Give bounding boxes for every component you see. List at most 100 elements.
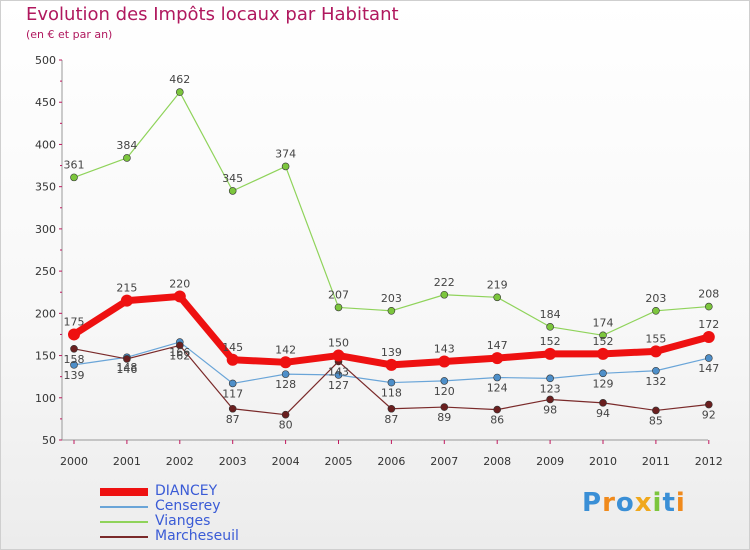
point-censerey (546, 374, 554, 383)
y-tick-label: 250 (35, 265, 56, 278)
point-vianges (652, 306, 660, 315)
data-label-vianges: 384 (116, 139, 137, 152)
data-label-diancey: 175 (64, 315, 85, 328)
point-diancey (226, 353, 239, 366)
data-label-marcheseuil: 158 (64, 353, 85, 366)
point-marcheseuil (546, 395, 554, 404)
logo-letter: i (652, 488, 663, 518)
data-label-diancey: 215 (116, 282, 137, 295)
y-tick-label: 200 (35, 307, 56, 320)
data-label-censerey: 117 (222, 387, 243, 400)
point-censerey (599, 369, 607, 378)
data-label-diancey: 172 (698, 318, 719, 331)
chart-title: Evolution des Impôts locaux par Habitant (26, 4, 399, 25)
logo-letter: r (602, 488, 616, 518)
data-label-marcheseuil: 87 (384, 413, 398, 426)
point-marcheseuil (440, 403, 449, 411)
data-label-diancey: 139 (381, 346, 402, 359)
point-marcheseuil (70, 344, 78, 353)
point-diancey (649, 345, 662, 358)
data-label-vianges: 222 (434, 276, 455, 289)
data-label-censerey: 139 (64, 369, 85, 382)
data-label-vianges: 208 (698, 288, 719, 301)
point-censerey (334, 371, 343, 379)
legend-item-marcheseuil: Marcheseuil (100, 528, 300, 544)
axes: 50 100 150 200 250 300 350 400 450 500 2000 2001 200… (35, 54, 723, 468)
data-label-censerey: 124 (487, 382, 508, 395)
series-group (68, 88, 715, 419)
data-label-diancey: 220 (169, 277, 190, 290)
data-label-diancey: 147 (487, 339, 508, 352)
data-label-diancey: 142 (275, 343, 296, 356)
x-tick-label: 2009 (536, 455, 564, 468)
point-vianges (70, 173, 78, 182)
point-censerey (281, 370, 290, 378)
logo-letter: x (634, 488, 653, 518)
legend-label: DIANCEY (155, 483, 218, 499)
legend-label: Censerey (155, 498, 221, 514)
x-tick-label: 2001 (113, 455, 141, 468)
data-label-marcheseuil: 87 (226, 413, 240, 426)
proxiti-logo: Proxiti (582, 488, 686, 518)
data-label-marcheseuil: 89 (437, 411, 451, 424)
data-label-vianges: 361 (64, 158, 85, 171)
x-tick-label: 2011 (642, 455, 670, 468)
legend-label: Vianges (155, 513, 211, 529)
point-vianges (599, 331, 607, 340)
point-marcheseuil (652, 406, 660, 415)
x-tick-label: 2012 (695, 455, 723, 468)
point-censerey (387, 378, 396, 387)
data-label-vianges: 184 (540, 308, 561, 321)
data-label-marcheseuil: 86 (490, 414, 504, 427)
point-censerey (704, 354, 713, 362)
point-diancey (332, 349, 345, 362)
y-tick-label: 50 (42, 434, 56, 447)
data-label-vianges: 174 (593, 316, 614, 329)
point-censerey (652, 366, 660, 375)
y-tick-label: 100 (35, 392, 56, 405)
legend-swatch (100, 536, 148, 538)
y-tick-label: 500 (35, 54, 56, 67)
point-vianges (704, 302, 713, 311)
x-tick-label: 2010 (589, 455, 617, 468)
point-vianges (176, 88, 184, 96)
point-marcheseuil (176, 341, 184, 350)
point-diancey (597, 347, 609, 360)
point-vianges (123, 154, 131, 162)
data-label-marcheseuil: 92 (702, 409, 716, 422)
data-label-marcheseuil: 85 (649, 414, 663, 427)
data-labels: 361 384 462 345 374 207 203 222 219 184 174 203 208 1… (64, 73, 720, 432)
point-diancey (385, 358, 398, 371)
data-label-vianges: 207 (328, 288, 349, 301)
point-diancey (438, 355, 451, 368)
y-tick-label: 300 (35, 223, 56, 236)
legend-label: Marcheseuil (155, 528, 239, 544)
legend-item-diancey: DIANCEY (100, 483, 300, 499)
x-tick-label: 2003 (219, 455, 247, 468)
data-label-diancey: 155 (645, 332, 666, 345)
data-label-marcheseuil: 80 (279, 419, 293, 432)
data-label-censerey: 148 (116, 361, 137, 374)
data-label-censerey: 129 (593, 377, 614, 390)
point-vianges (493, 293, 502, 302)
point-marcheseuil (123, 355, 131, 363)
point-diancey (702, 330, 715, 343)
point-vianges (387, 306, 396, 315)
data-label-marcheseuil: 94 (596, 407, 610, 420)
data-label-vianges: 219 (487, 278, 508, 291)
point-vianges (546, 323, 554, 331)
data-label-censerey: 128 (275, 378, 296, 391)
point-vianges (228, 187, 237, 195)
point-marcheseuil (281, 410, 290, 419)
x-tick-label: 2002 (166, 455, 194, 468)
data-label-censerey: 166 (169, 346, 190, 359)
data-label-diancey: 145 (222, 341, 243, 354)
data-label-marcheseuil: 162 (169, 349, 190, 362)
point-censerey (228, 379, 237, 388)
data-label-vianges: 462 (169, 73, 190, 86)
data-label-marcheseuil: 146 (116, 363, 137, 376)
y-tick-label: 450 (35, 96, 56, 109)
data-label-censerey: 147 (698, 362, 719, 375)
